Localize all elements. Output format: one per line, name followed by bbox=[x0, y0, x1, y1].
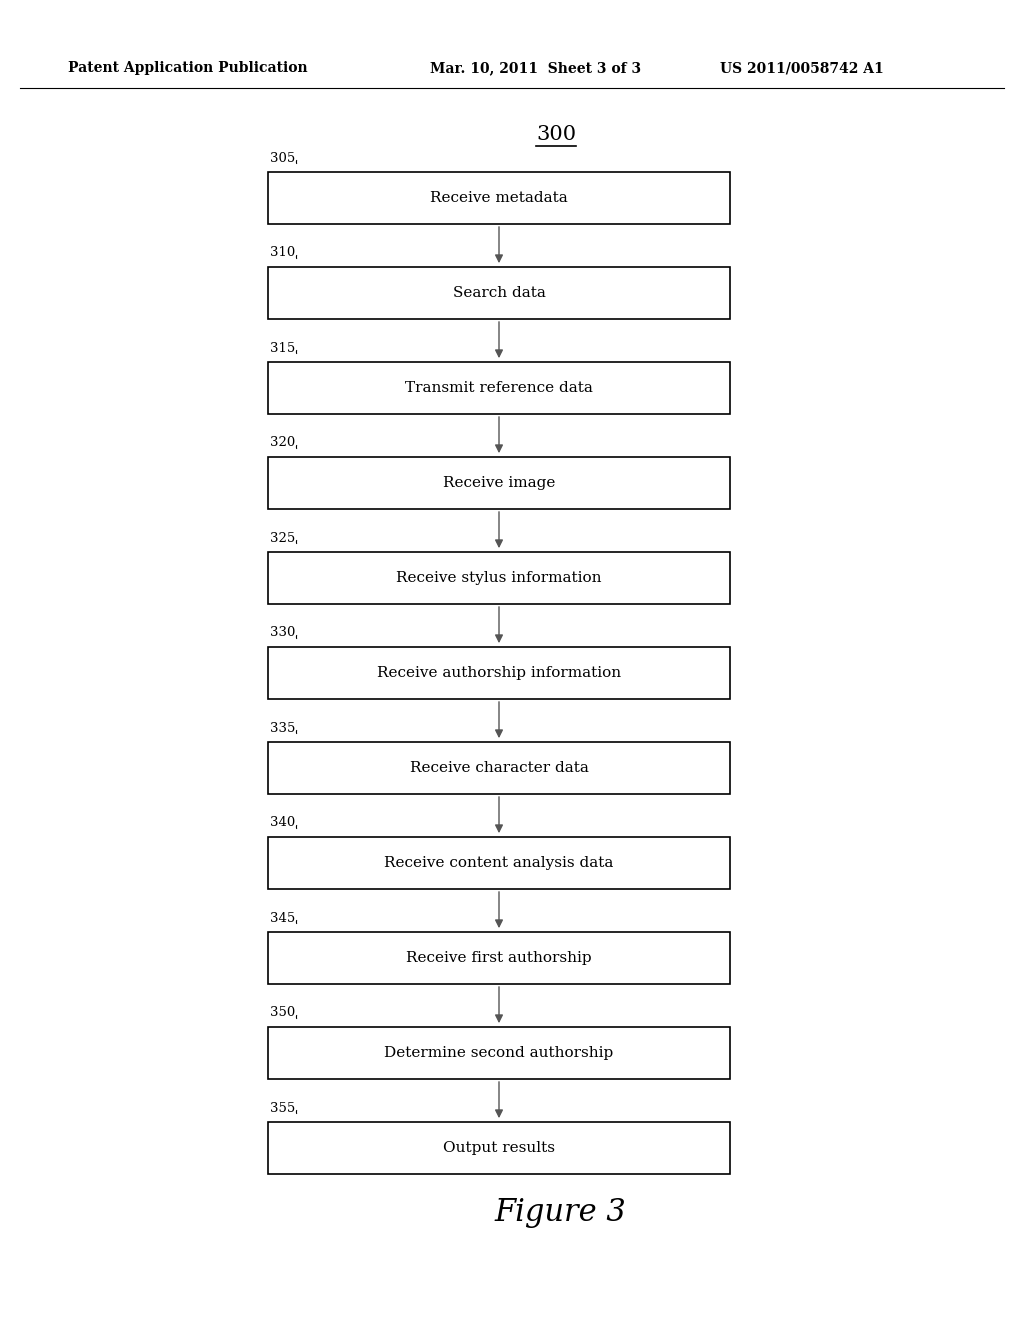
Text: Receive image: Receive image bbox=[442, 477, 555, 490]
Bar bbox=[268, 837, 730, 888]
Bar bbox=[268, 932, 730, 983]
Text: 355: 355 bbox=[270, 1101, 295, 1114]
Text: Transmit reference data: Transmit reference data bbox=[406, 381, 593, 395]
Text: 330: 330 bbox=[270, 627, 295, 639]
Text: Receive content analysis data: Receive content analysis data bbox=[384, 855, 613, 870]
Bar bbox=[268, 362, 730, 414]
Text: 320: 320 bbox=[270, 437, 295, 450]
Text: 345: 345 bbox=[270, 912, 295, 924]
Text: Figure 3: Figure 3 bbox=[495, 1196, 626, 1228]
Text: 310: 310 bbox=[270, 247, 295, 260]
Text: 300: 300 bbox=[536, 125, 577, 144]
Text: Determine second authorship: Determine second authorship bbox=[384, 1045, 613, 1060]
Text: Receive stylus information: Receive stylus information bbox=[396, 572, 602, 585]
Text: Receive authorship information: Receive authorship information bbox=[377, 667, 622, 680]
Bar bbox=[268, 647, 730, 700]
Text: Search data: Search data bbox=[453, 286, 546, 300]
Text: 305: 305 bbox=[270, 152, 295, 165]
Text: US 2011/0058742 A1: US 2011/0058742 A1 bbox=[720, 61, 884, 75]
Text: Receive first authorship: Receive first authorship bbox=[407, 950, 592, 965]
Bar bbox=[268, 552, 730, 605]
Bar bbox=[268, 457, 730, 510]
Bar bbox=[268, 1122, 730, 1173]
Text: 340: 340 bbox=[270, 817, 295, 829]
Bar bbox=[268, 1027, 730, 1078]
Text: 315: 315 bbox=[270, 342, 295, 355]
Text: Mar. 10, 2011  Sheet 3 of 3: Mar. 10, 2011 Sheet 3 of 3 bbox=[430, 61, 641, 75]
Text: 350: 350 bbox=[270, 1006, 295, 1019]
Text: 335: 335 bbox=[270, 722, 295, 734]
Bar bbox=[268, 267, 730, 319]
Text: 325: 325 bbox=[270, 532, 295, 544]
Bar bbox=[268, 172, 730, 224]
Text: Patent Application Publication: Patent Application Publication bbox=[68, 61, 307, 75]
Text: Receive metadata: Receive metadata bbox=[430, 191, 568, 205]
Bar bbox=[268, 742, 730, 795]
Text: Output results: Output results bbox=[443, 1140, 555, 1155]
Text: Receive character data: Receive character data bbox=[410, 762, 589, 775]
